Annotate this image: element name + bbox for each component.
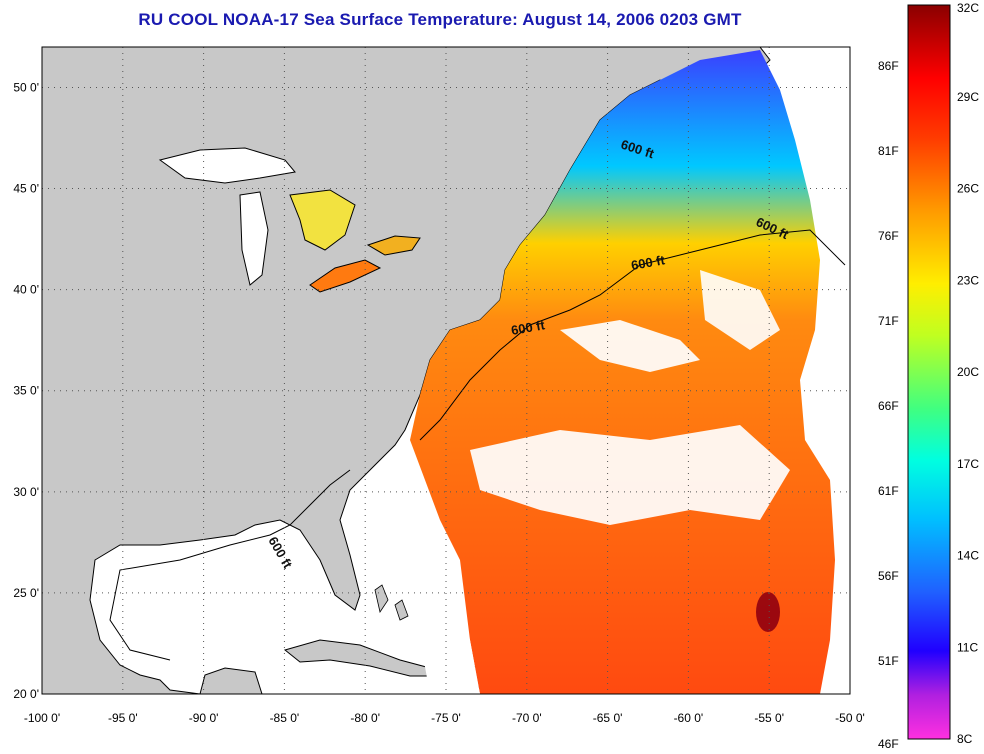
colorbar-fahrenheit-label: 51F xyxy=(878,654,899,668)
longitude-tick-label: -100 0' xyxy=(24,711,60,725)
colorbar-fahrenheit-label: 86F xyxy=(878,59,899,73)
colorbar-celsius-label: 29C xyxy=(957,90,979,104)
colorbar-fahrenheit-label: 46F xyxy=(878,737,899,751)
contour-label: 600 ft xyxy=(510,317,547,338)
colorbar-fahrenheit-label: 66F xyxy=(878,399,899,413)
isobath-600ft-gulf xyxy=(109,469,351,661)
cloud-gap xyxy=(470,425,790,525)
map-frame xyxy=(41,46,851,695)
colorbar xyxy=(907,4,951,740)
colorbar-celsius-label: 17C xyxy=(957,457,979,471)
latitude-tick-label: 20 0' xyxy=(13,687,39,701)
longitude-tick-label: -50 0' xyxy=(835,711,865,725)
colorbar-fahrenheit-label: 76F xyxy=(878,229,899,243)
colorbar-fahrenheit-label: 56F xyxy=(878,569,899,583)
longitude-tick-label: -85 0' xyxy=(270,711,300,725)
latitude-tick-label: 45 0' xyxy=(13,182,39,196)
colorbar-celsius-label: 8C xyxy=(957,732,973,746)
longitude-tick-label: -95 0' xyxy=(108,711,138,725)
map-area: 600 ft 600 ft 600 ft 600 ft 600 ft xyxy=(42,47,850,694)
colorbar-fahrenheit-label: 81F xyxy=(878,144,899,158)
longitude-tick-label: -60 0' xyxy=(674,711,704,725)
colorbar-celsius-label: 23C xyxy=(957,273,979,287)
longitude-tick-label: -90 0' xyxy=(189,711,219,725)
contour-label: 600 ft xyxy=(630,252,667,273)
colorbar-fahrenheit-label: 71F xyxy=(878,314,899,328)
longitude-tick-label: -80 0' xyxy=(350,711,380,725)
isobath-600ft xyxy=(419,229,846,441)
great-lake-erie xyxy=(309,259,382,293)
great-lake-huron xyxy=(289,189,356,251)
longitude-tick-label: -65 0' xyxy=(593,711,623,725)
colorbar-labels: 32C 29C 26C 23C 20C 17C 14C 11C 8C 86F 81F 76F 71F 66… xyxy=(878,1,979,751)
great-lake-superior xyxy=(158,147,296,184)
cloud-gap xyxy=(560,320,700,372)
swath-edge-gap xyxy=(400,440,480,694)
colorbar-celsius-label: 20C xyxy=(957,365,979,379)
colorbar-fahrenheit-label: 61F xyxy=(878,484,899,498)
warm-core xyxy=(756,592,780,632)
land-yucatan xyxy=(199,667,263,694)
latitude-tick-label: 30 0' xyxy=(13,485,39,499)
longitude-tick-label: -75 0' xyxy=(431,711,461,725)
sst-swath xyxy=(410,50,835,694)
great-lake-michigan xyxy=(239,191,269,286)
great-lake-ontario xyxy=(366,235,421,256)
latitude-axis: 20 0' 25 0' 30 0' 35 0' 40 0' 45 0' 50 0' xyxy=(13,80,39,701)
map-title: RU COOL NOAA-17 Sea Surface Temperature:… xyxy=(138,10,742,29)
colorbar-celsius-label: 14C xyxy=(957,549,979,563)
colorbar-celsius-label: 26C xyxy=(957,182,979,196)
longitude-tick-label: -55 0' xyxy=(754,711,784,725)
latitude-tick-label: 25 0' xyxy=(13,586,39,600)
latitude-tick-label: 35 0' xyxy=(13,384,39,398)
longitude-tick-label: -70 0' xyxy=(512,711,542,725)
longitude-axis: -100 0' -95 0' -90 0' -85 0' -80 0' -75 0' -70… xyxy=(24,711,865,725)
colorbar-celsius-label: 11C xyxy=(957,640,978,654)
colorbar-celsius-label: 32C xyxy=(957,1,979,15)
latitude-tick-label: 40 0' xyxy=(13,283,39,297)
latitude-tick-label: 50 0' xyxy=(13,80,39,94)
